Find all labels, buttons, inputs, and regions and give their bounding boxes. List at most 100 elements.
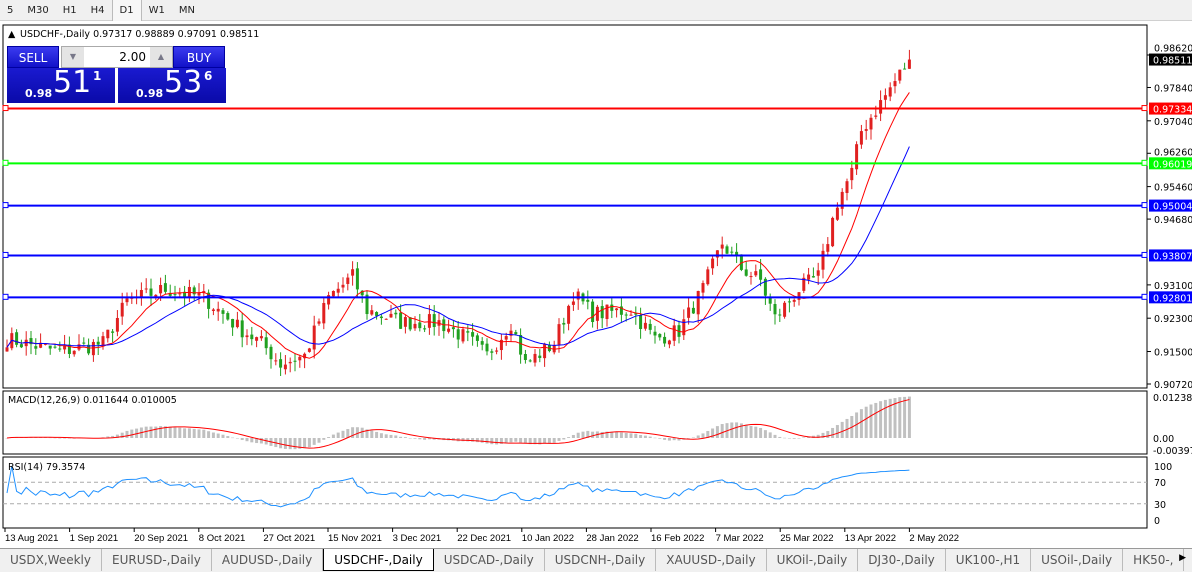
macd-histogram-bar <box>634 433 638 438</box>
candle-body <box>759 269 763 280</box>
chart-tab[interactable]: USDCHF-,Daily <box>323 549 434 571</box>
macd-histogram-bar <box>72 438 76 439</box>
tf-mn[interactable]: MN <box>178 5 195 16</box>
macd-histogram-bar <box>586 430 590 438</box>
candle-body <box>797 292 801 300</box>
candle-body <box>303 353 307 359</box>
candle-body <box>211 309 215 311</box>
macd-histogram-bar <box>423 438 427 440</box>
macd-histogram-bar <box>648 436 652 438</box>
candle-body <box>288 361 292 364</box>
candle-body <box>792 299 796 302</box>
tf-h4[interactable]: H4 <box>90 5 105 16</box>
macd-histogram-bar <box>744 424 748 438</box>
tf-h1[interactable]: H1 <box>62 5 77 16</box>
rsi-pane[interactable] <box>2 456 1148 529</box>
macd-histogram-bar <box>355 427 359 438</box>
candle-body <box>87 344 91 354</box>
moving-average-line <box>6 92 910 359</box>
macd-histogram-bar <box>279 438 283 449</box>
macd-histogram-bar <box>730 422 734 438</box>
candle-body <box>567 305 571 324</box>
candle-body <box>67 344 71 354</box>
macd-histogram-bar <box>495 438 499 445</box>
chart-header: USDCHF-,Daily 0.97317 0.98889 0.97091 0.… <box>20 29 259 40</box>
chart-tab[interactable]: EURUSD-,Daily <box>102 549 212 571</box>
candle-body <box>168 292 172 296</box>
sell-price[interactable]: 0.98 51 1 <box>7 65 115 103</box>
candle-body <box>562 322 566 325</box>
macd-histogram-bar <box>898 397 902 438</box>
buy-button[interactable]: BUY <box>173 46 225 68</box>
lot-increase-icon[interactable]: ▲ <box>150 47 172 67</box>
macd-histogram-bar <box>183 428 187 438</box>
chart-tab[interactable]: USDCNH-,Daily <box>545 549 657 571</box>
line-handle-right <box>1141 251 1148 258</box>
chart-tab[interactable]: USDCAD-,Daily <box>434 549 545 571</box>
macd-histogram-bar <box>600 431 604 438</box>
macd-histogram-bar <box>754 426 758 438</box>
macd-pane[interactable] <box>2 390 1148 455</box>
candle-body <box>519 334 523 355</box>
macd-histogram-bar <box>120 432 124 438</box>
macd-histogram-bar <box>624 432 628 438</box>
candle-body <box>346 277 350 284</box>
chart-tab[interactable]: USOil-,Daily <box>1031 549 1124 571</box>
macd-histogram-bar <box>826 431 830 438</box>
scroll-right-icon[interactable]: ▶ <box>1179 553 1186 563</box>
macd-histogram-bar <box>178 427 182 438</box>
candle-body <box>543 343 547 359</box>
candle-body <box>91 341 95 356</box>
candle-body <box>250 334 254 340</box>
chart-tab[interactable]: DJ30-,Daily <box>858 549 946 571</box>
macd-histogram-bar <box>283 438 287 449</box>
buy-price[interactable]: 0.98 53 6 <box>118 65 226 103</box>
chart-tab[interactable]: AUDUSD-,Daily <box>212 549 324 571</box>
candle-body <box>691 307 695 314</box>
lot-decrease-icon[interactable]: ▼ <box>62 47 84 67</box>
time-axis-label: 2 May 2022 <box>909 533 959 544</box>
chart-tab[interactable]: USDX,Weekly <box>0 549 102 571</box>
rsi-axis-label: 0 <box>1154 516 1160 527</box>
chart-tab[interactable]: UK100-,H1 <box>946 549 1032 571</box>
tf-m30[interactable]: M30 <box>27 5 49 16</box>
sell-button[interactable]: SELL <box>7 46 59 68</box>
macd-histogram-bar <box>514 438 518 442</box>
candle-body <box>903 68 907 70</box>
chart-collapse-icon[interactable]: ▲ <box>8 29 16 40</box>
tf-w1[interactable]: W1 <box>148 5 165 16</box>
macd-histogram-bar <box>571 434 575 438</box>
candle-body <box>888 87 892 97</box>
candle-body <box>351 269 355 276</box>
tf-5[interactable]: 5 <box>7 5 14 16</box>
macd-histogram-bar <box>792 438 796 439</box>
macd-histogram-bar <box>768 432 772 438</box>
chart-tab[interactable]: HK50-, <box>1123 549 1185 571</box>
candle-body <box>29 338 33 345</box>
candle-body <box>528 360 532 362</box>
chart-tab[interactable]: UKOil-,Daily <box>767 549 859 571</box>
lot-size-input[interactable]: 2.00 <box>119 50 146 64</box>
candle-body <box>591 301 595 323</box>
candle-body <box>39 342 43 348</box>
candle-body <box>106 329 110 339</box>
chart-tab[interactable]: XAUUSD-,Daily <box>656 549 767 571</box>
macd-histogram-bar <box>399 436 403 438</box>
line-handle-left <box>2 251 9 258</box>
candle-body <box>466 331 470 333</box>
candle-body <box>139 289 143 297</box>
macd-histogram-bar <box>859 409 863 438</box>
macd-histogram-bar <box>187 428 191 438</box>
candle-body <box>706 269 710 285</box>
candle-body <box>475 335 479 341</box>
candle-body <box>682 319 686 336</box>
macd-histogram-bar <box>523 438 527 444</box>
tf-d1[interactable]: D1 <box>111 0 142 21</box>
macd-histogram-bar <box>379 433 383 438</box>
price-axis-label: 0.92300 <box>1154 314 1192 325</box>
candle-body <box>855 144 859 170</box>
candle-body <box>63 345 67 350</box>
lot-size-stepper[interactable]: ▼ 2.00 ▲ <box>61 46 173 68</box>
candle-body <box>317 321 321 324</box>
